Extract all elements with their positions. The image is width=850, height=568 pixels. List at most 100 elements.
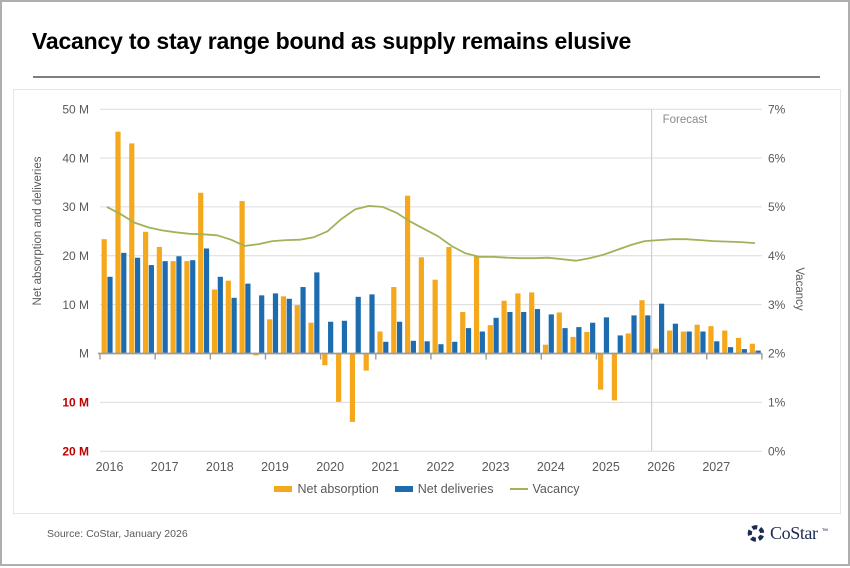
forecast-label: Forecast	[663, 114, 709, 126]
bar-net-deliveries	[396, 321, 403, 354]
bar-net-deliveries	[383, 341, 389, 354]
bar-net-absorption	[570, 336, 576, 354]
bar-net-absorption	[391, 287, 397, 354]
bar-net-absorption	[432, 279, 438, 354]
bar-net-deliveries	[727, 347, 734, 354]
bar-net-absorption	[501, 300, 507, 354]
bar-net-deliveries	[521, 311, 527, 354]
x-axis-year-label: 2027	[702, 460, 730, 474]
bar-net-absorption	[611, 353, 618, 401]
left-axis-tick-label: 50 M	[62, 102, 89, 116]
bar-net-absorption	[598, 353, 604, 390]
legend-item-vacancy: Vacancy	[509, 482, 580, 496]
bar-net-absorption	[556, 312, 562, 354]
bar-net-absorption	[170, 261, 176, 354]
right-axis-tick-label: 4%	[768, 249, 786, 263]
bar-net-absorption	[680, 331, 686, 354]
bar-net-deliveries	[562, 328, 568, 354]
bar-net-deliveries	[741, 349, 747, 354]
bar-net-absorption	[294, 305, 300, 354]
bar-net-absorption	[211, 289, 218, 354]
right-axis-tick-label: 5%	[768, 200, 786, 214]
bar-net-absorption	[404, 195, 411, 354]
legend-label: Net absorption	[297, 482, 379, 496]
x-axis-year-label: 2019	[261, 460, 289, 474]
left-axis-tick-label: 30 M	[62, 200, 89, 214]
vacancy-line-swatch-icon	[509, 487, 528, 491]
bar-net-deliveries	[300, 287, 306, 354]
costar-logo: CoStar ™	[746, 522, 828, 544]
bar-net-deliveries	[576, 327, 582, 354]
x-axis-year-label: 2024	[537, 460, 565, 474]
bar-net-absorption	[625, 333, 631, 354]
bar-net-absorption	[267, 319, 273, 354]
bar-net-deliveries	[438, 344, 444, 354]
bar-net-absorption	[666, 330, 673, 354]
bar-net-deliveries	[686, 331, 692, 354]
bar-net-deliveries	[231, 297, 237, 354]
bar-net-deliveries	[314, 272, 320, 354]
bar-net-deliveries	[176, 256, 182, 354]
bar-net-absorption	[349, 353, 356, 422]
bar-net-deliveries	[217, 276, 223, 354]
bar-net-deliveries	[259, 295, 265, 354]
bar-net-absorption	[280, 296, 287, 354]
legend-label: Vacancy	[532, 482, 580, 496]
right-axis-tick-label: 1%	[768, 396, 786, 410]
bar-net-deliveries	[755, 350, 761, 354]
bar-net-absorption	[584, 332, 590, 354]
bar-net-absorption	[708, 326, 714, 354]
bar-net-deliveries	[107, 276, 113, 354]
bar-net-deliveries	[190, 260, 196, 354]
legend-item-net-absorption: Net absorption	[274, 482, 379, 496]
bar-net-absorption	[253, 353, 259, 356]
bar-net-deliveries	[162, 261, 168, 354]
bar-net-deliveries	[493, 317, 499, 354]
chart-frame	[13, 89, 841, 514]
bar-net-deliveries	[603, 317, 610, 354]
right-axis-tick-label: 6%	[768, 151, 786, 165]
right-axis-tick-label: 0%	[768, 444, 786, 458]
bar-net-deliveries	[328, 321, 334, 354]
bar-net-deliveries	[355, 296, 361, 354]
left-axis-tick-label: 40 M	[62, 151, 89, 165]
net-absorption-swatch-icon	[274, 486, 293, 492]
net-deliveries-swatch-icon	[394, 486, 413, 492]
bar-net-absorption	[529, 292, 535, 354]
source-note: Source: CoStar, January 2026	[47, 528, 188, 540]
bar-net-deliveries	[341, 320, 348, 354]
bar-net-deliveries	[672, 323, 678, 354]
bar-net-deliveries	[617, 335, 623, 354]
title-divider	[33, 76, 820, 78]
bar-net-absorption	[156, 246, 162, 354]
trademark-mark: ™	[821, 528, 829, 535]
bar-net-absorption	[322, 353, 328, 366]
bar-net-deliveries	[410, 340, 416, 354]
bar-net-deliveries	[203, 248, 210, 354]
x-axis-year-label: 2026	[647, 460, 675, 474]
legend-item-net-deliveries: Net deliveries	[394, 482, 494, 496]
left-axis-tick-label: 20 M	[62, 249, 89, 263]
x-axis-year-label: 2021	[371, 460, 399, 474]
bar-net-absorption	[749, 343, 755, 354]
bar-net-absorption	[653, 348, 659, 354]
left-axis-tick-label: 10 M	[62, 396, 89, 410]
x-axis-year-label: 2025	[592, 460, 620, 474]
bar-net-deliveries	[659, 303, 665, 354]
bar-net-deliveries	[700, 331, 706, 354]
x-axis-year-label: 2023	[482, 460, 510, 474]
bar-net-absorption	[377, 331, 383, 354]
x-axis-year-label: 2020	[316, 460, 344, 474]
bar-net-absorption	[308, 322, 314, 354]
right-axis-title: Vacancy	[793, 267, 805, 311]
bar-net-deliveries	[148, 265, 154, 354]
bar-net-absorption	[542, 344, 549, 354]
bar-net-absorption	[694, 324, 700, 354]
bar-net-deliveries	[134, 257, 141, 354]
bar-net-deliveries	[272, 293, 279, 354]
left-axis-tick-label: M	[79, 347, 89, 361]
bar-net-deliveries	[645, 315, 651, 354]
legend-label: Net deliveries	[417, 482, 494, 496]
bar-net-deliveries	[465, 328, 472, 354]
